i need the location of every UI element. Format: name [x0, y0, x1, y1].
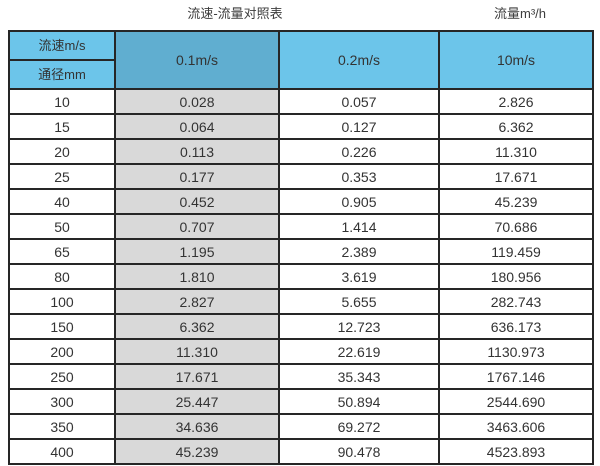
flow-value-cell: 3463.606 — [438, 413, 594, 440]
flow-value-cell: 22.619 — [278, 338, 440, 365]
flow-value-cell: 119.459 — [438, 238, 594, 265]
flow-value-cell: 11.310 — [438, 138, 594, 165]
diameter-cell: 40 — [8, 188, 116, 215]
flow-value-cell: 1.195 — [114, 238, 280, 265]
table-row: 200 11.310 22.619 1130.973 — [8, 338, 594, 365]
diameter-cell: 200 — [8, 338, 116, 365]
flow-value-cell: 636.173 — [438, 313, 594, 340]
flow-value-cell: 0.057 — [278, 88, 440, 115]
flow-value-cell: 17.671 — [438, 163, 594, 190]
diameter-cell: 400 — [8, 438, 116, 465]
flow-value-cell: 0.064 — [114, 113, 280, 140]
flow-value-cell: 45.239 — [114, 438, 280, 465]
flow-value-cell: 4523.893 — [438, 438, 594, 465]
velocity-header-label: 流速m/s — [10, 32, 114, 61]
table-row: 65 1.195 2.389 119.459 — [8, 238, 594, 265]
flow-value-cell: 90.478 — [278, 438, 440, 465]
column-header-0-1ms: 0.1m/s — [114, 30, 280, 90]
flow-value-cell: 2.826 — [438, 88, 594, 115]
diameter-cell: 50 — [8, 213, 116, 240]
table-body: 10 0.028 0.057 2.826 15 0.064 0.127 6.362 20 0.11… — [8, 88, 594, 465]
flow-value-cell: 180.956 — [438, 263, 594, 290]
flow-value-cell: 17.671 — [114, 363, 280, 390]
flow-value-cell: 70.686 — [438, 213, 594, 240]
flow-value-cell: 6.362 — [114, 313, 280, 340]
table-row: 50 0.707 1.414 70.686 — [8, 213, 594, 240]
table-row: 40 0.452 0.905 45.239 — [8, 188, 594, 215]
flow-value-cell: 0.028 — [114, 88, 280, 115]
flow-value-cell: 69.272 — [278, 413, 440, 440]
flow-value-cell: 50.894 — [278, 388, 440, 415]
flow-value-cell: 0.353 — [278, 163, 440, 190]
flow-value-cell: 0.905 — [278, 188, 440, 215]
flow-value-cell: 0.177 — [114, 163, 280, 190]
diameter-cell: 25 — [8, 163, 116, 190]
flow-value-cell: 34.636 — [114, 413, 280, 440]
flow-value-cell: 6.362 — [438, 113, 594, 140]
flow-value-cell: 2.389 — [278, 238, 440, 265]
table-row: 300 25.447 50.894 2544.690 — [8, 388, 594, 415]
table-row: 350 34.636 69.272 3463.606 — [8, 413, 594, 440]
diameter-cell: 20 — [8, 138, 116, 165]
flow-value-cell: 0.127 — [278, 113, 440, 140]
flow-value-cell: 1.810 — [114, 263, 280, 290]
diameter-cell: 250 — [8, 363, 116, 390]
flow-value-cell: 25.447 — [114, 388, 280, 415]
table-row: 250 17.671 35.343 1767.146 — [8, 363, 594, 390]
table-row: 400 45.239 90.478 4523.893 — [8, 438, 594, 465]
flow-value-cell: 1767.146 — [438, 363, 594, 390]
table-row: 10 0.028 0.057 2.826 — [8, 88, 594, 115]
flow-value-cell: 282.743 — [438, 288, 594, 315]
table-row: 25 0.177 0.353 17.671 — [8, 163, 594, 190]
diameter-cell: 15 — [8, 113, 116, 140]
flow-value-cell: 12.723 — [278, 313, 440, 340]
flow-value-cell: 2.827 — [114, 288, 280, 315]
diameter-cell: 65 — [8, 238, 116, 265]
diameter-cell: 100 — [8, 288, 116, 315]
flow-rate-table: 流速m/s 通径mm 0.1m/s 0.2m/s 10m/s 10 0.028 0.… — [8, 30, 594, 465]
column-header-10ms: 10m/s — [438, 30, 594, 90]
flow-value-cell: 1.414 — [278, 213, 440, 240]
unit-title: 流量m³/h — [493, 6, 546, 21]
diameter-header-label: 通径mm — [38, 67, 86, 82]
flow-value-cell: 2544.690 — [438, 388, 594, 415]
table-row: 150 6.362 12.723 636.173 — [8, 313, 594, 340]
diameter-cell: 300 — [8, 388, 116, 415]
flow-value-cell: 5.655 — [278, 288, 440, 315]
flow-value-cell: 0.707 — [114, 213, 280, 240]
flow-value-cell: 45.239 — [438, 188, 594, 215]
diameter-cell: 80 — [8, 263, 116, 290]
flow-value-cell: 1130.973 — [438, 338, 594, 365]
diameter-cell: 350 — [8, 413, 116, 440]
flow-value-cell: 0.452 — [114, 188, 280, 215]
diameter-cell: 150 — [8, 313, 116, 340]
flow-value-cell: 0.226 — [278, 138, 440, 165]
diameter-cell: 10 — [8, 88, 116, 115]
column-header-0-2ms: 0.2m/s — [278, 30, 440, 90]
table-row: 20 0.113 0.226 11.310 — [8, 138, 594, 165]
table-row: 100 2.827 5.655 282.743 — [8, 288, 594, 315]
flow-value-cell: 35.343 — [278, 363, 440, 390]
flow-value-cell: 3.619 — [278, 263, 440, 290]
flow-value-cell: 11.310 — [114, 338, 280, 365]
title-bar: 流速-流量对照表 流量m³/h — [0, 3, 600, 25]
corner-header-cell: 流速m/s 通径mm — [8, 30, 116, 90]
table-title: 流速-流量对照表 — [187, 6, 283, 21]
table-row: 15 0.064 0.127 6.362 — [8, 113, 594, 140]
table-header: 流速m/s 通径mm 0.1m/s 0.2m/s 10m/s — [8, 30, 594, 90]
table-row: 80 1.810 3.619 180.956 — [8, 263, 594, 290]
flow-value-cell: 0.113 — [114, 138, 280, 165]
